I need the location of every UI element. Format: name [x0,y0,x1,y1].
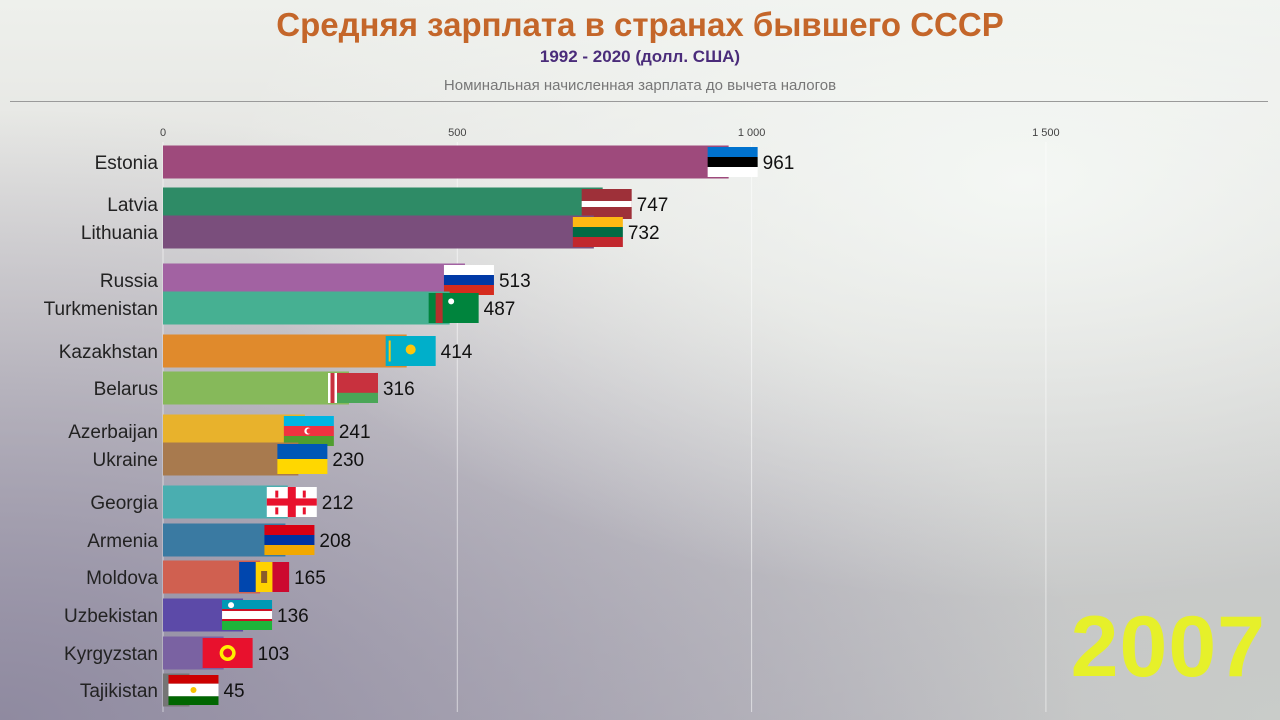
bar-lithuania [163,215,594,249]
azerbaijan-flag [283,416,334,446]
value-label: 732 [628,223,660,244]
bar-kazakhstan [163,334,407,368]
georgia-flag [266,487,317,517]
x-tick-label: 1 000 [738,127,766,139]
value-label: 45 [223,681,244,702]
latvia-flag [581,189,632,219]
year-label: 2007 [1070,599,1266,695]
armenia-flag [264,525,315,555]
bar-azerbaijan [163,414,305,448]
category-label: Turkmenistan [44,299,158,320]
value-label: 316 [383,379,415,400]
chart-title: Средняя зарплата в странах бывшего СССР [276,6,1004,43]
russia-flag [443,265,494,295]
value-label: 208 [319,531,351,552]
category-label: Armenia [87,531,158,552]
category-label: Moldova [86,568,158,589]
category-label: Kazakhstan [59,342,158,363]
bar-estonia [163,145,729,179]
value-label: 136 [277,606,309,627]
category-label: Latvia [107,195,158,216]
category-label: Russia [100,271,159,292]
bar-ukraine [163,442,299,476]
bar-latvia [163,187,603,221]
x-tick-label: 500 [448,127,466,139]
value-label: 103 [258,644,290,665]
estonia-flag [707,147,758,177]
tajikistan-flag [168,675,219,705]
belarus-flag [327,373,378,403]
category-label: Lithuania [81,223,159,244]
bar-russia [163,263,465,297]
value-label: 212 [322,493,354,514]
value-label: 165 [294,568,326,589]
ukraine-flag [277,444,328,474]
bar-belarus [163,371,349,405]
category-label: Tajikistan [80,681,158,702]
moldova-flag [239,562,290,592]
value-label: 241 [339,422,371,443]
value-label: 230 [332,450,364,471]
chart-note: Номинальная начисленная зарплата до выче… [443,77,837,94]
category-label: Georgia [90,493,158,514]
category-label: Belarus [94,379,158,400]
x-tick-label: 1 500 [1032,127,1060,139]
header-divider [10,101,1268,102]
category-label: Ukraine [93,450,158,471]
value-label: 747 [637,195,669,216]
kyrgyzstan-flag [202,638,253,668]
value-label: 414 [441,342,473,363]
value-label: 487 [484,299,516,320]
lithuania-flag [572,217,623,247]
category-label: Uzbekistan [64,606,158,627]
category-label: Estonia [95,153,159,174]
uzbekistan-flag [222,600,273,630]
value-label: 961 [763,153,795,174]
category-label: Azerbaijan [68,422,158,443]
value-label: 513 [499,271,531,292]
kazakhstan-flag [385,336,436,366]
x-tick-label: 0 [160,127,166,139]
bar-turkmenistan [163,291,450,325]
chart-subtitle: 1992 - 2020 (долл. США) [539,47,741,66]
turkmenistan-flag [428,293,479,323]
category-label: Kyrgyzstan [64,644,158,665]
